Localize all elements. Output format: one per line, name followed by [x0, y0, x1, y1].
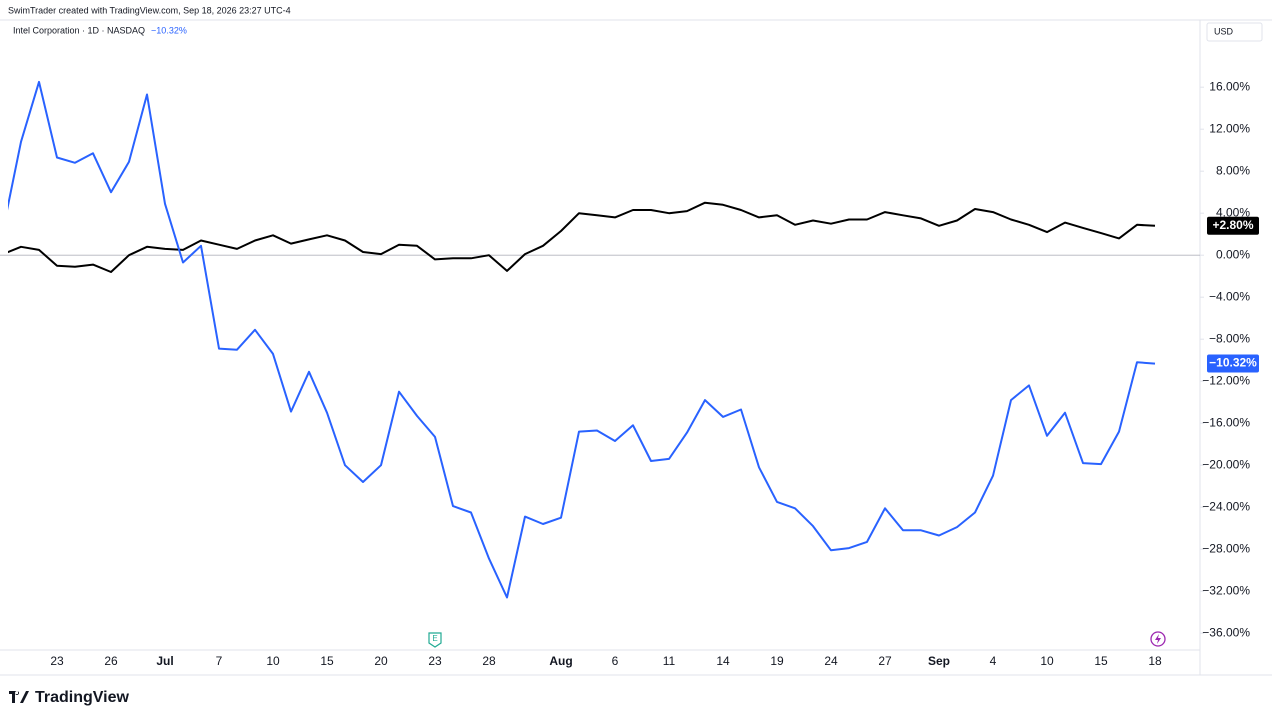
y-tick-label: −4.00%	[1209, 289, 1250, 303]
y-tick-label: −8.00%	[1209, 331, 1250, 345]
x-tick-label: 27	[878, 654, 892, 668]
y-tick-label: −16.00%	[1202, 415, 1250, 429]
y-tick-label: 16.00%	[1209, 79, 1250, 93]
y-tick-label: −28.00%	[1202, 541, 1250, 555]
x-tick-label: 23	[428, 654, 442, 668]
x-tick-label: Aug	[549, 654, 572, 668]
currency-button[interactable]	[1206, 22, 1263, 42]
legend-value: −10.32%	[151, 25, 187, 35]
last-value-box	[1207, 354, 1259, 373]
x-tick-label: 14	[716, 654, 730, 668]
x-tick-label: 19	[770, 654, 784, 668]
x-tick-label: 15	[320, 654, 334, 668]
y-tick-label: −32.00%	[1202, 583, 1250, 597]
brand-logo[interactable]	[9, 691, 29, 703]
x-tick-label: 23	[50, 654, 64, 668]
x-tick-label: 26	[104, 654, 118, 668]
event-marker[interactable]	[1150, 631, 1166, 647]
x-tick-label: 18	[1148, 654, 1162, 668]
y-tick-label: −12.00%	[1202, 373, 1250, 387]
x-tick-label: 28	[482, 654, 496, 668]
y-tick-label: −36.00%	[1202, 625, 1250, 639]
x-tick-label: 4	[990, 654, 997, 668]
y-tick-label: 4.00%	[1216, 205, 1250, 219]
y-tick-label: −24.00%	[1202, 499, 1250, 513]
series-line	[8, 201, 1156, 273]
legend-entry: Intel Corporation · 1D · NASDAQ	[13, 25, 145, 35]
x-tick-label: 6	[612, 654, 619, 668]
x-tick-label: 11	[663, 654, 676, 668]
x-tick-label: 15	[1094, 654, 1108, 668]
x-tick-label: 24	[824, 654, 838, 668]
y-tick-label: −20.00%	[1202, 457, 1250, 471]
x-tick-label: 10	[266, 654, 280, 668]
last-value-box	[1207, 216, 1259, 235]
last-value-label: +2.80%	[1212, 218, 1253, 232]
y-tick-label: 8.00%	[1216, 163, 1250, 177]
currency[interactable]: USD	[1214, 26, 1234, 36]
brand-name[interactable]: TradingView	[35, 689, 130, 706]
y-tick-label: 12.00%	[1209, 121, 1250, 135]
earnings-marker[interactable]: E	[428, 632, 442, 648]
x-tick-label: 7	[216, 654, 223, 668]
credit: SwimTrader created with TradingView.com,…	[8, 5, 291, 15]
last-value-label: −10.32%	[1209, 356, 1257, 370]
y-tick-label: 0.00%	[1216, 247, 1250, 261]
x-tick-label: 20	[374, 654, 388, 668]
series-line	[8, 80, 1156, 599]
x-tick-label: 10	[1040, 654, 1054, 668]
x-tick-label: Jul	[156, 654, 173, 668]
svg-text:E: E	[432, 634, 437, 643]
x-tick-label: Sep	[928, 654, 950, 668]
